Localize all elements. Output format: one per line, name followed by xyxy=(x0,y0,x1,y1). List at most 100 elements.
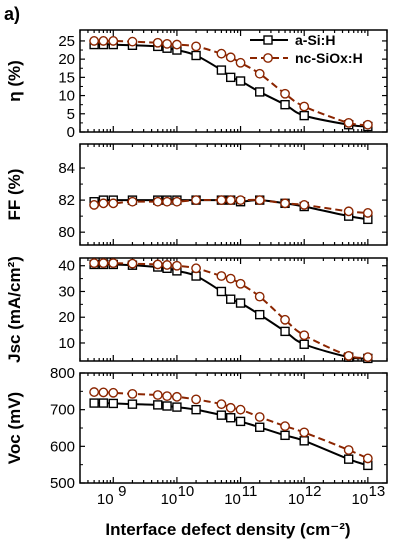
plot-frame xyxy=(79,29,388,133)
y-tick-label: 5 xyxy=(67,106,75,123)
data-point xyxy=(98,36,109,46)
data-point xyxy=(191,263,201,274)
data-point xyxy=(343,445,354,455)
data-point xyxy=(255,309,265,320)
data-point xyxy=(216,195,227,206)
x-tick-label: 10 xyxy=(224,491,241,508)
data-point xyxy=(162,401,172,411)
panel-2: 80 82 84 FF (%) xyxy=(5,143,388,246)
data-point xyxy=(343,117,354,128)
y-tick-label: 10 xyxy=(58,88,75,105)
data-point xyxy=(191,394,201,405)
data-point xyxy=(343,350,354,361)
data-point xyxy=(127,399,138,409)
series-line xyxy=(94,391,369,460)
data-point xyxy=(216,65,227,75)
x-tick-label: 10 xyxy=(351,491,368,508)
plot-frame xyxy=(79,372,388,484)
data-point xyxy=(127,258,138,269)
y-tick-label: 20 xyxy=(58,309,75,326)
data-point xyxy=(191,195,201,206)
y-axis-label: Jsc (mA/cm²) xyxy=(5,256,24,363)
data-point xyxy=(216,48,227,59)
y-tick-label: 20 xyxy=(58,51,75,68)
data-point xyxy=(191,271,201,281)
data-point xyxy=(191,404,201,415)
data-point xyxy=(191,41,201,52)
y-tick-label: 82 xyxy=(58,192,75,209)
data-point xyxy=(172,39,182,50)
data-point xyxy=(108,36,119,46)
panel-tag: a) xyxy=(4,4,20,24)
y-tick-label: 30 xyxy=(58,283,75,300)
data-point xyxy=(280,326,290,337)
data-point xyxy=(216,410,227,420)
data-point xyxy=(98,198,109,209)
data-point xyxy=(235,57,246,68)
y-tick-label: 25 xyxy=(58,33,75,50)
data-point xyxy=(343,206,354,217)
data-point xyxy=(108,398,118,409)
data-point xyxy=(162,260,172,270)
data-point xyxy=(98,258,109,269)
data-point xyxy=(235,278,246,289)
x-tick-exponent: 10 xyxy=(178,483,195,500)
plot-frame xyxy=(79,143,388,246)
data-point xyxy=(235,76,246,86)
data-point xyxy=(89,398,99,408)
data-point xyxy=(127,196,138,207)
x-axis-label: Interface defect density (cm⁻²) xyxy=(105,520,350,539)
data-point xyxy=(216,399,227,410)
plot-frame xyxy=(79,257,388,362)
series-line xyxy=(94,402,369,467)
y-tick-label: 700 xyxy=(50,402,75,419)
data-point xyxy=(108,387,119,398)
data-point xyxy=(362,453,373,464)
data-point xyxy=(299,427,310,438)
y-axis-label: Voc (mV) xyxy=(5,392,24,464)
data-point xyxy=(299,330,310,341)
data-point xyxy=(226,294,236,304)
data-point xyxy=(254,68,265,79)
data-point xyxy=(280,198,290,209)
data-point xyxy=(216,271,227,281)
data-point xyxy=(225,52,236,63)
data-point xyxy=(235,416,246,427)
data-point xyxy=(343,454,354,464)
x-tick-label: 10 xyxy=(97,491,114,508)
series-line xyxy=(94,43,368,128)
data-point xyxy=(226,413,236,423)
data-point xyxy=(255,87,265,97)
data-point xyxy=(299,101,310,112)
data-point xyxy=(225,273,236,284)
data-point xyxy=(254,291,265,302)
data-point xyxy=(226,72,236,83)
data-point xyxy=(254,412,265,422)
x-tick-exponent: 13 xyxy=(368,483,385,500)
data-point xyxy=(280,99,290,110)
y-tick-label: 10 xyxy=(58,335,75,352)
legend-marker xyxy=(263,53,273,63)
data-point xyxy=(235,404,246,415)
y-axis-label: FF (%) xyxy=(5,169,24,221)
data-point xyxy=(98,387,109,398)
legend-marker xyxy=(263,35,273,45)
x-tick-exponent: 11 xyxy=(242,483,258,500)
y-axis-label: η (%) xyxy=(5,60,24,102)
data-point xyxy=(108,258,119,269)
data-point xyxy=(235,195,246,206)
legend: a-Si:H nc-SiOx:H xyxy=(250,32,363,66)
y-tick-label: 40 xyxy=(58,258,75,275)
series-line xyxy=(94,262,368,359)
data-point xyxy=(162,196,172,207)
series-line xyxy=(93,198,368,214)
y-tick-label: 80 xyxy=(58,224,75,241)
data-point xyxy=(362,119,373,130)
data-point xyxy=(152,37,163,48)
data-point xyxy=(299,110,309,121)
data-point xyxy=(280,430,290,441)
data-point xyxy=(152,259,163,270)
